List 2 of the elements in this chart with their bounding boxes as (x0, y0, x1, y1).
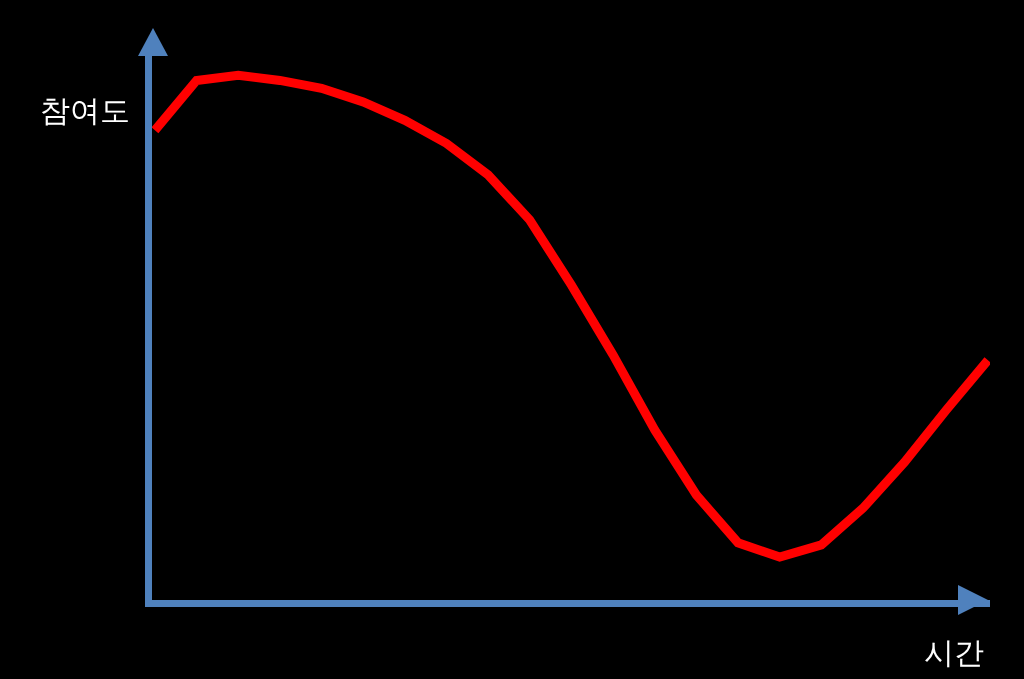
y-axis-title: 참여도 (40, 93, 130, 128)
x-axis-title: 시간 (924, 635, 984, 670)
